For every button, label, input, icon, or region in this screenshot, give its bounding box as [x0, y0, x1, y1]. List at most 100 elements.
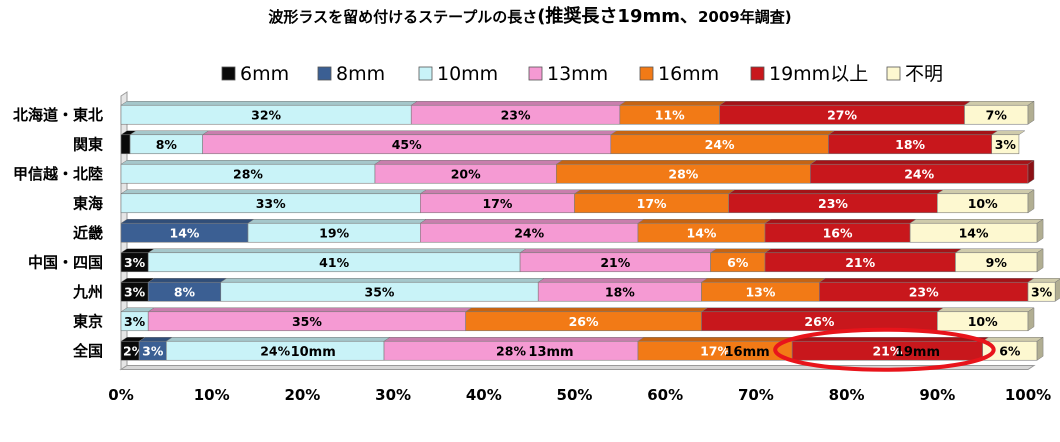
bar-top-8-6 — [981, 337, 1044, 342]
segment-label-1-2: 8% — [156, 137, 178, 152]
bar-top-1-6 — [990, 130, 1026, 135]
bar-top-0-2 — [120, 101, 419, 106]
segment-label-7-5: 26% — [804, 314, 834, 329]
segment-label-4-1: 14% — [170, 225, 200, 240]
segment-label-6-2: 35% — [365, 284, 395, 299]
category-label-2: 甲信越・北陸 — [13, 165, 103, 183]
segment-label-5-6: 9% — [986, 255, 1008, 270]
segment-label-8-4: 17% — [700, 343, 730, 358]
bar-top-4-6 — [909, 219, 1044, 224]
bar-top-0-5 — [718, 101, 972, 106]
bar-top-2-3 — [374, 160, 564, 165]
x-tick-1: 10% — [194, 386, 230, 404]
legend-swatch-0 — [221, 66, 236, 81]
x-tick-9: 90% — [919, 386, 955, 404]
segment-label-0-4: 11% — [655, 107, 685, 122]
bar-top-3-3 — [419, 189, 582, 194]
bar-end-2 — [1027, 159, 1035, 184]
segment-label-0-2: 32% — [251, 107, 281, 122]
legend-label-3: 13mm — [547, 63, 608, 85]
bar-top-7-6 — [936, 307, 1035, 312]
legend-label-1: 8mm — [336, 63, 385, 85]
bar-top-3-2 — [120, 189, 428, 194]
segment-label-8-5: 21% — [872, 343, 902, 358]
category-label-6: 九州 — [72, 283, 103, 301]
bar-row-1: 8% 45% 24% 18% 3% — [120, 130, 1026, 155]
segment-label-6-1: 8% — [174, 284, 196, 299]
segment-label-8-2: 24% — [260, 343, 290, 358]
segment-label-4-4: 14% — [687, 225, 717, 240]
bar-row-2: 28% 20% 28% 24% — [120, 159, 1035, 184]
bar-top-4-2 — [247, 219, 428, 224]
segment-label-3-6: 10% — [968, 196, 998, 211]
annotation-label-1: 13mm — [528, 345, 573, 360]
legend-label-2: 10mm — [437, 63, 498, 85]
bar-row-5: 3% 41% 21% 6% 21% 9% — [120, 248, 1044, 273]
segment-label-4-3: 24% — [514, 225, 544, 240]
segment-label-2-2: 28% — [233, 166, 263, 181]
x-tick-3: 30% — [375, 386, 411, 404]
bar-top-7-3 — [147, 307, 473, 312]
chart-title-emphasis: (推奨長さ19mm、 — [537, 5, 698, 27]
axis-floor — [119, 365, 1036, 370]
bar-top-5-2 — [147, 248, 527, 253]
bar-end-7 — [1027, 307, 1035, 332]
bar-end-4 — [1036, 218, 1044, 243]
x-tick-7: 70% — [738, 386, 774, 404]
segment-label-5-5: 21% — [845, 255, 875, 270]
x-tick-5: 50% — [557, 386, 593, 404]
legend: 6mm 8mm 10mm 13mm 16mm 19mm以上 不明 — [221, 63, 943, 85]
x-tick-8: 80% — [829, 386, 865, 404]
legend-swatch-1 — [317, 66, 332, 81]
bar-top-8-3 — [383, 337, 645, 342]
segment-label-4-2: 19% — [319, 225, 349, 240]
legend-swatch-5 — [750, 66, 765, 81]
x-tick-4: 40% — [466, 386, 502, 404]
bar-row-8: 2%3% 24% 28% 17% 21% 6% — [120, 336, 1044, 361]
bar-segment-1-0 — [120, 134, 131, 155]
bar-top-6-2 — [219, 278, 546, 283]
bar-top-5-5 — [764, 248, 963, 253]
annotation-label-2: 16mm — [724, 345, 769, 360]
bar-top-4-5 — [764, 219, 917, 224]
bar-end-5 — [1036, 248, 1044, 273]
segment-label-5-3: 21% — [600, 255, 630, 270]
annotation-label-0: 10mm — [291, 345, 336, 360]
segment-label-6-0: 3% — [124, 284, 146, 299]
segment-label-6-3: 18% — [605, 284, 635, 299]
segment-label-0-3: 23% — [501, 107, 531, 122]
bar-top-6-4 — [700, 278, 827, 283]
segment-label-1-4: 24% — [705, 137, 735, 152]
bar-top-7-4 — [464, 307, 709, 312]
chart-title-main: 波形ラスを留め付けるステープルの長さ — [268, 8, 537, 26]
segment-label-2-5: 24% — [904, 166, 934, 181]
segment-label-1-5: 18% — [895, 137, 925, 152]
category-label-8: 全国 — [72, 342, 103, 360]
bar-top-3-6 — [936, 189, 1035, 194]
segment-label-3-2: 33% — [256, 196, 286, 211]
bar-end-0 — [1027, 100, 1035, 125]
bar-top-7-5 — [700, 307, 945, 312]
category-label-1: 関東 — [73, 135, 103, 153]
segment-label-3-3: 17% — [482, 196, 512, 211]
segment-label-7-2: 3% — [124, 314, 146, 329]
x-tick-10: 100% — [1005, 386, 1051, 404]
category-label-5: 中国・四国 — [28, 253, 103, 271]
bar-top-6-1 — [147, 278, 228, 283]
bar-end-3 — [1027, 189, 1035, 214]
category-label-7: 東京 — [73, 312, 103, 330]
bar-top-0-6 — [963, 101, 1035, 106]
bar-row-3: 33% 17% 17% 23% 10% — [120, 189, 1035, 214]
segment-label-6-6: 3% — [1031, 284, 1053, 299]
bar-top-8-5 — [791, 337, 990, 342]
legend-swatch-3 — [528, 66, 543, 81]
bar-top-4-4 — [637, 219, 772, 224]
legend-swatch-6 — [886, 66, 901, 81]
bar-end-8 — [1036, 336, 1044, 361]
bar-end-6 — [1054, 278, 1060, 302]
segment-label-4-6: 14% — [959, 225, 989, 240]
bar-row-0: 32% 23% 11% 27% 7% — [120, 100, 1035, 125]
annotation-label-3: 19mm — [895, 345, 940, 360]
